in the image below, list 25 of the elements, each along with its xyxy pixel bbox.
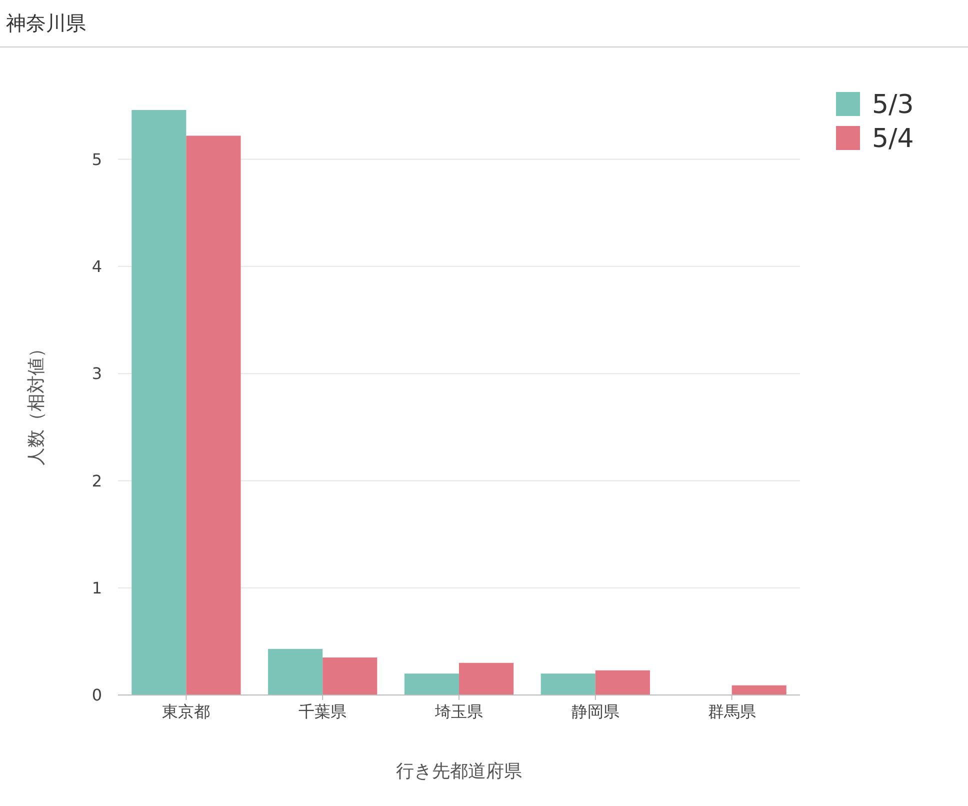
y-tick-label: 4 bbox=[92, 257, 102, 276]
x-tick-label: 静岡県 bbox=[571, 702, 620, 721]
y-tick-label: 5 bbox=[92, 150, 102, 169]
x-tick-label: 群馬県 bbox=[708, 702, 756, 721]
bar bbox=[132, 110, 186, 695]
y-tick-label: 2 bbox=[92, 471, 102, 490]
legend-label: 5/3 bbox=[872, 90, 914, 120]
x-axis-title: 行き先都道府県 bbox=[396, 761, 522, 782]
y-tick-label: 0 bbox=[92, 686, 102, 705]
bar bbox=[404, 674, 459, 695]
bar bbox=[540, 674, 596, 695]
x-tick-label: 千葉県 bbox=[298, 702, 347, 721]
y-tick-label: 3 bbox=[92, 364, 102, 384]
legend-label: 5/4 bbox=[872, 124, 914, 154]
bar bbox=[186, 136, 241, 695]
x-tick-label: 埼玉県 bbox=[434, 702, 483, 721]
y-axis-title: 人数（相対値） bbox=[26, 340, 47, 466]
chart-title: 神奈川県 bbox=[6, 11, 86, 35]
x-tick-label: 東京都 bbox=[162, 702, 210, 721]
bar bbox=[732, 685, 786, 695]
y-tick-label: 1 bbox=[92, 578, 102, 598]
bar bbox=[268, 648, 323, 695]
bar bbox=[322, 658, 378, 695]
bar bbox=[595, 670, 650, 695]
bar bbox=[459, 662, 514, 695]
